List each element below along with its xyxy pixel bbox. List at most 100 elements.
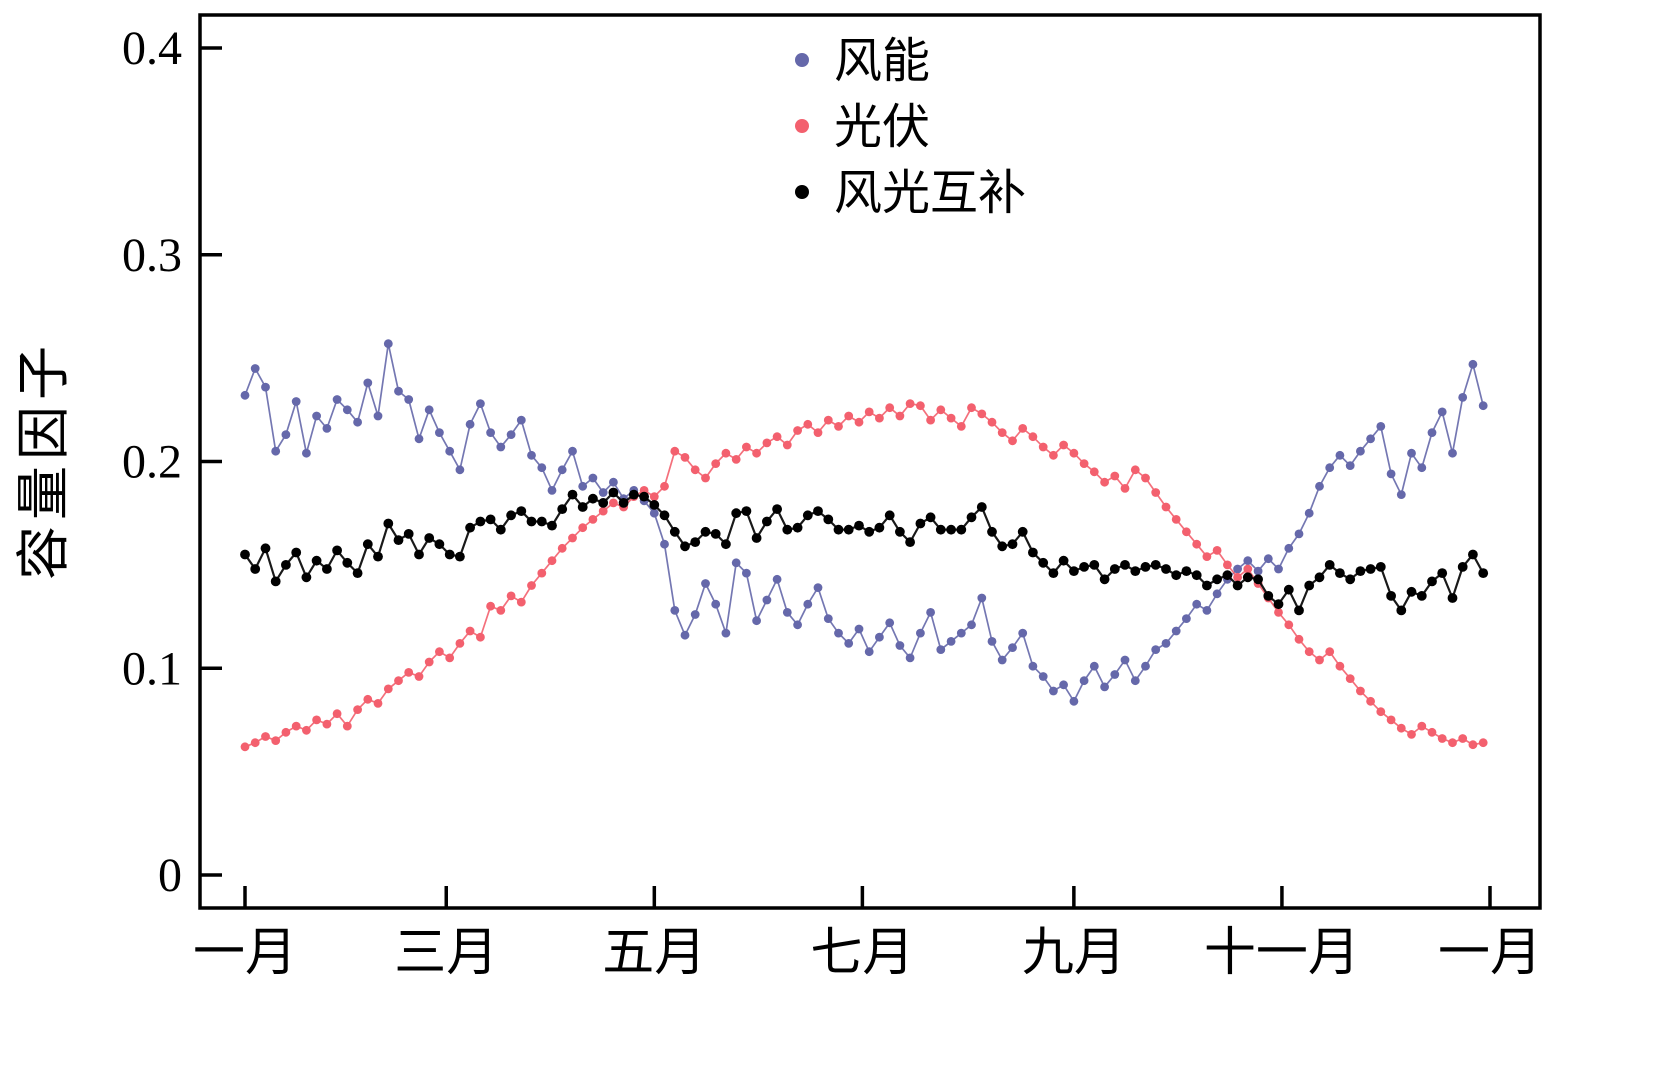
data-point: [578, 481, 588, 491]
data-point: [1345, 674, 1355, 683]
data-point: [557, 543, 567, 553]
data-point: [577, 502, 588, 512]
data-point: [496, 606, 506, 615]
data-point: [1386, 715, 1396, 725]
data-point: [1263, 591, 1274, 601]
data-point: [711, 459, 721, 468]
data-point: [854, 417, 864, 427]
data-point: [680, 541, 690, 552]
data-point: [609, 498, 618, 508]
data-point: [660, 539, 669, 549]
data-point: [1191, 570, 1202, 581]
data-point: [1253, 566, 1263, 576]
data-point: [1150, 560, 1161, 570]
data-point: [373, 551, 383, 562]
data-point: [394, 386, 403, 396]
data-point: [680, 630, 690, 640]
data-point: [1396, 605, 1407, 616]
data-point: [1192, 539, 1202, 549]
data-point: [404, 668, 414, 677]
data-point: [250, 364, 260, 373]
data-point: [721, 539, 731, 550]
data-point: [598, 506, 608, 516]
data-point: [1151, 645, 1161, 654]
data-point: [1335, 450, 1345, 460]
data-point: [752, 448, 761, 458]
data-point: [496, 442, 506, 452]
data-point: [844, 411, 854, 421]
data-point: [956, 422, 966, 431]
data-point: [588, 493, 598, 504]
data-point: [1007, 539, 1018, 550]
data-point: [1478, 738, 1488, 748]
data-point: [935, 524, 946, 535]
data-point: [1008, 643, 1017, 652]
data-point: [669, 526, 680, 537]
data-point: [1356, 446, 1365, 456]
data-point: [905, 399, 915, 408]
data-point: [1468, 740, 1478, 750]
data-point: [731, 558, 741, 568]
data-point: [1141, 473, 1150, 483]
data-point: [956, 628, 966, 638]
data-point: [762, 438, 772, 448]
data-point: [403, 529, 414, 539]
data-point: [1120, 560, 1130, 570]
data-point: [649, 492, 659, 501]
data-point: [1069, 448, 1079, 458]
data-point: [1038, 672, 1048, 681]
data-point: [1079, 562, 1089, 572]
data-point: [1386, 469, 1396, 479]
data-point: [1018, 628, 1028, 638]
data-point: [1130, 465, 1140, 475]
data-point: [424, 533, 435, 543]
data-point: [1376, 707, 1386, 717]
data-point: [690, 610, 700, 619]
data-point: [997, 428, 1007, 437]
data-point: [843, 524, 854, 535]
data-point: [578, 523, 588, 533]
data-point: [281, 727, 291, 737]
data-point: [1468, 549, 1478, 560]
data-point: [1417, 721, 1427, 731]
data-point: [1335, 661, 1345, 671]
data-point: [1304, 580, 1315, 591]
data-point: [1202, 606, 1212, 615]
data-point: [936, 405, 946, 415]
data-point: [394, 676, 403, 686]
data-point: [823, 614, 833, 623]
data-point: [946, 524, 956, 535]
data-point: [312, 715, 321, 725]
data-point: [1110, 670, 1120, 679]
data-point: [547, 556, 557, 566]
data-point: [1038, 557, 1049, 568]
data-point: [1437, 734, 1447, 743]
data-point: [476, 632, 485, 642]
data-point: [1243, 556, 1253, 566]
data-point: [1233, 572, 1242, 582]
data-point: [925, 512, 936, 523]
data-point: [250, 738, 260, 748]
data-point: [332, 395, 342, 404]
data-point: [516, 415, 526, 425]
data-point: [445, 653, 455, 663]
data-point: [332, 545, 342, 556]
data-point: [1447, 593, 1458, 603]
data-point: [1140, 562, 1151, 572]
data-point: [1274, 608, 1283, 617]
data-point: [1457, 562, 1468, 572]
data-point: [516, 506, 527, 516]
data-point: [1478, 401, 1488, 411]
data-point: [1407, 730, 1416, 739]
data-point: [803, 419, 813, 429]
y-tick-label: 0.3: [122, 229, 182, 282]
data-point: [1058, 555, 1069, 566]
data-point: [987, 526, 997, 537]
data-point: [895, 411, 905, 421]
data-point: [537, 463, 547, 473]
data-point: [435, 647, 444, 657]
data-point: [311, 555, 322, 566]
data-point: [1120, 655, 1130, 665]
